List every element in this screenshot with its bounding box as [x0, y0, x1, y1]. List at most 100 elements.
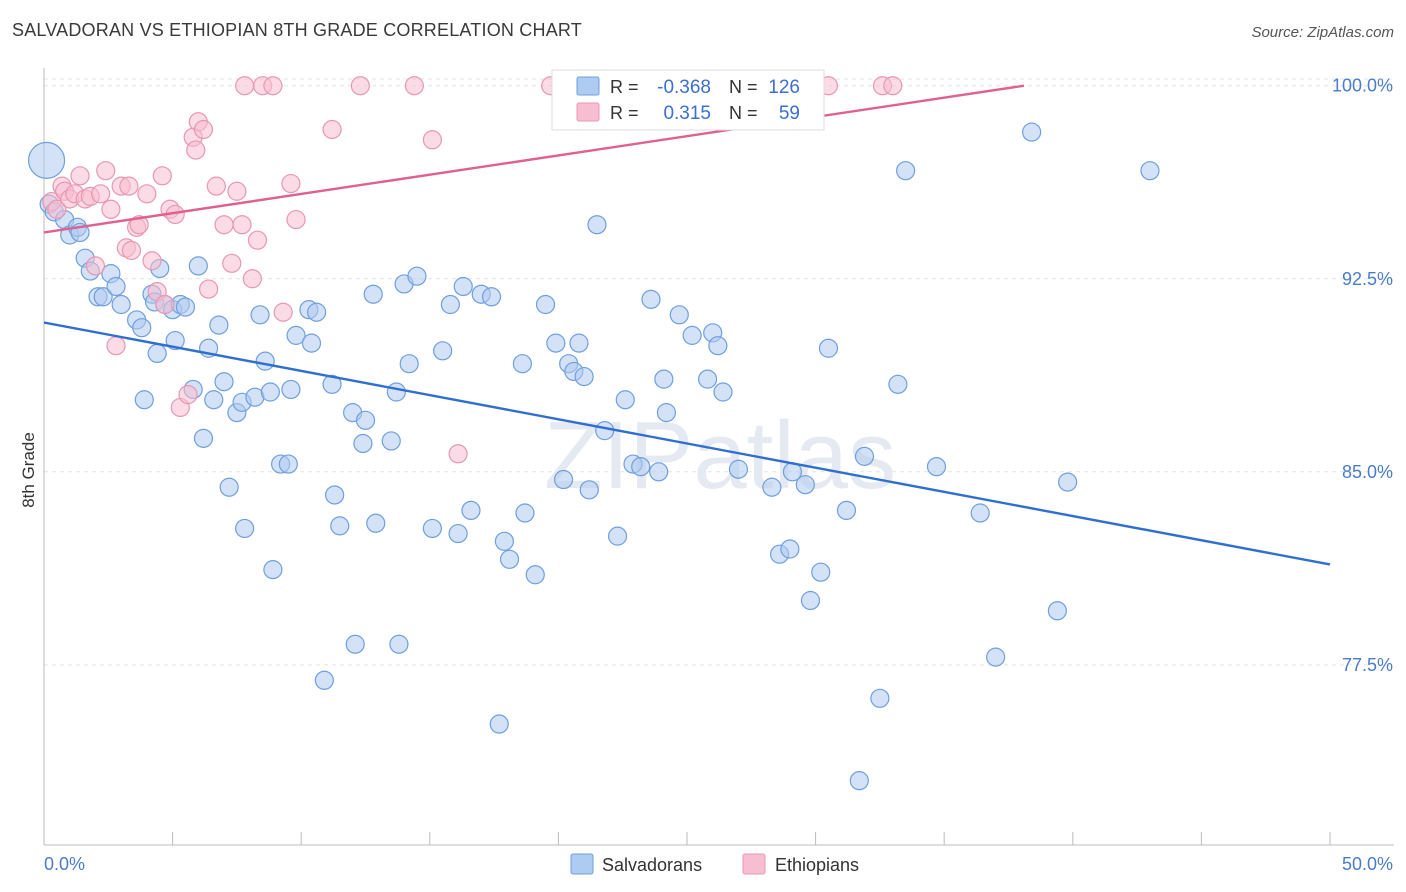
- salvadoran-point-13: [111, 294, 131, 315]
- salvadoran-point-88: [595, 421, 615, 441]
- salvadoran-point-77: [515, 503, 535, 523]
- ethiopian-point-41: [247, 230, 268, 250]
- salvadoran-point-120: [970, 503, 990, 523]
- legend-swatch-salvadorans: [576, 76, 600, 96]
- salvadoran-point-66: [433, 341, 453, 361]
- x-tick-label-1: 50.0%: [1342, 854, 1393, 874]
- ethiopian-point-16: [119, 176, 139, 196]
- ethiopian-point-12: [101, 199, 121, 219]
- salvadoran-point-119: [926, 457, 947, 477]
- ethiopian-point-50: [422, 130, 442, 150]
- salvadoran-point-19: [147, 343, 167, 364]
- salvadoran-point-94: [649, 462, 669, 482]
- salvadoran-point-98: [682, 325, 702, 345]
- legend-r-label-ethiopians: R =: [610, 103, 639, 123]
- ethiopian-point-9: [85, 256, 106, 276]
- salvadoran-point-63: [399, 354, 419, 374]
- ethiopian-point-48: [350, 76, 370, 96]
- salvadoran-point-23: [165, 330, 185, 351]
- salvadoran-point-50: [322, 374, 342, 394]
- ethiopian-point-19: [129, 215, 149, 235]
- ethiopian-point-13: [106, 336, 126, 356]
- salvadoran-point-123: [1047, 601, 1067, 621]
- salvadoran-point-45: [286, 325, 306, 345]
- ethiopian-point-44: [273, 302, 293, 322]
- legend-r-value-salvadorans: -0.368: [657, 77, 711, 98]
- salvadoran-point-104: [728, 459, 749, 479]
- ethiopian-point-36: [222, 253, 242, 273]
- salvadoran-point-0: [27, 141, 66, 179]
- salvadoran-point-118: [896, 161, 916, 181]
- salvadoran-point-105: [762, 477, 782, 497]
- legend-r-label-salvadorans: R =: [610, 77, 639, 97]
- salvadoran-point-10: [93, 287, 113, 307]
- salvadoran-point-110: [800, 590, 821, 611]
- salvadoran-point-87: [587, 215, 607, 235]
- salvadoran-point-43: [278, 454, 298, 474]
- ethiopian-point-45: [281, 173, 301, 194]
- salvadoran-point-74: [494, 531, 514, 551]
- series-legend: Salvadorans Ethiopians: [570, 853, 859, 875]
- salvadoran-point-111: [811, 562, 831, 582]
- salvadoran-point-97: [669, 305, 689, 325]
- ethiopian-point-39: [235, 76, 255, 96]
- salvadoran-point-84: [569, 333, 589, 353]
- salvadoran-point-28: [193, 428, 214, 448]
- chart-source: Source: ZipAtlas.com: [1251, 24, 1394, 41]
- salvadoran-point-15: [132, 318, 152, 338]
- salvadoran-point-72: [481, 287, 502, 307]
- salvadoran-point-52: [330, 516, 350, 536]
- legend-n-value-salvadorans: 126: [768, 77, 800, 98]
- salvadoran-point-75: [499, 549, 520, 569]
- salvadoran-point-57: [363, 284, 383, 304]
- salvadoran-point-80: [546, 333, 566, 353]
- ethiopian-point-35: [214, 215, 234, 235]
- ethiopian-point-37: [227, 181, 247, 201]
- ethiopian-point-38: [232, 215, 252, 235]
- series-legend-swatch-ethiopians[interactable]: [742, 853, 766, 875]
- salvadoran-point-121: [986, 647, 1006, 667]
- salvadoran-point-116: [870, 688, 890, 708]
- salvadoran-point-122: [1022, 122, 1042, 142]
- series-legend-swatch-salvadorans[interactable]: [570, 853, 594, 875]
- y-tick-label-3: 100.0%: [1332, 76, 1393, 96]
- salvadoran-point-107: [780, 539, 800, 559]
- trend-lines: [44, 84, 1331, 566]
- series-legend-label-ethiopians[interactable]: Ethiopians: [775, 855, 859, 875]
- salvadoran-point-70: [461, 500, 481, 521]
- watermark: ZIPatlas: [544, 402, 896, 509]
- salvadoran-point-115: [854, 446, 875, 466]
- salvadoran-point-78: [525, 565, 545, 585]
- ethiopian-point-46: [286, 209, 306, 230]
- salvadoran-point-117: [888, 374, 908, 394]
- salvadoran-point-44: [281, 379, 301, 400]
- grid-lines: [44, 78, 1394, 666]
- salvadoran-point-54: [345, 634, 365, 654]
- salvadoran-point-49: [314, 670, 334, 690]
- salvadoran-point-85: [574, 366, 594, 387]
- ethiopian-point-32: [193, 119, 214, 140]
- salvadoran-point-67: [440, 294, 460, 315]
- salvadoran-point-58: [366, 513, 386, 533]
- salvadoran-point-39: [255, 351, 275, 371]
- salvadoran-point-56: [355, 410, 376, 430]
- salvadoran-point-32: [214, 372, 234, 392]
- salvadoran-point-16: [134, 390, 154, 410]
- salvadoran-point-40: [260, 382, 280, 402]
- salvadoran-point-36: [235, 518, 255, 539]
- legend-n-value-ethiopians: 59: [779, 103, 800, 124]
- salvadoran-point-65: [422, 518, 442, 539]
- ethiopian-point-58: [883, 76, 903, 96]
- y-tick-label-0: 77.5%: [1342, 655, 1393, 675]
- ethiopian-point-51: [448, 444, 468, 464]
- salvadoran-point-60: [386, 382, 406, 402]
- salvadoran-trend-line: [44, 321, 1331, 566]
- salvadoran-point-31: [209, 315, 229, 335]
- scatter-points: [27, 76, 1160, 791]
- ethiopian-point-47: [322, 119, 342, 140]
- salvadoran-point-90: [615, 390, 635, 410]
- salvadoran-point-27: [188, 256, 208, 276]
- salvadoran-point-76: [512, 354, 532, 374]
- series-legend-label-salvadorans[interactable]: Salvadorans: [602, 855, 702, 875]
